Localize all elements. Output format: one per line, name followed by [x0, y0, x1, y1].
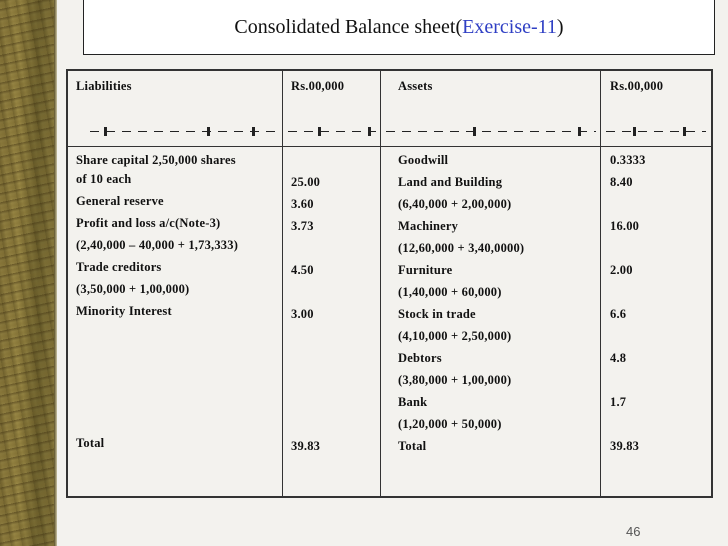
- dash-tick: [683, 127, 686, 136]
- asset-amount: 1.7: [610, 395, 627, 409]
- liability-amount: 25.00: [291, 175, 321, 189]
- dash-tick: [207, 127, 210, 136]
- dash-tick: [633, 127, 636, 136]
- asset-line: Debtors: [398, 351, 442, 365]
- dash-tick: [104, 127, 107, 136]
- asset-amount: 8.40: [610, 175, 633, 189]
- header-assets: Assets: [398, 79, 433, 93]
- title-accent: Exercise-11: [462, 15, 557, 38]
- asset-line: Stock in trade: [398, 307, 476, 321]
- header-amount-liabilities: Rs.00,000: [291, 79, 345, 93]
- header-divider: [68, 146, 711, 147]
- title-suffix: ): [556, 15, 564, 38]
- asset-line: (1,20,000 + 50,000): [398, 417, 502, 431]
- asset-total-label: Total: [398, 439, 427, 453]
- liability-line: Trade creditors: [76, 260, 162, 274]
- asset-amount: 6.6: [610, 307, 627, 321]
- dash-rule: [386, 131, 596, 132]
- asset-total-amount: 39.83: [610, 439, 640, 453]
- liability-total-amount: 39.83: [291, 439, 321, 453]
- liability-line: (2,40,000 – 40,000 + 1,73,333): [76, 238, 239, 252]
- liability-amount: 3.60: [291, 197, 314, 211]
- asset-line: Goodwill: [398, 153, 449, 167]
- liability-line: (3,50,000 + 1,00,000): [76, 282, 190, 296]
- dash-rule: [606, 131, 706, 132]
- asset-amount: 2.00: [610, 263, 633, 277]
- liability-amount: 4.50: [291, 263, 314, 277]
- asset-line: (12,60,000 + 3,40,0000): [398, 241, 525, 255]
- dash-tick: [578, 127, 581, 136]
- liability-line: of 10 each: [76, 172, 132, 186]
- title-prefix: Consolidated Balance sheet(: [234, 15, 463, 38]
- column-divider: [600, 71, 601, 496]
- header-amount-assets: Rs.00,000: [610, 79, 664, 93]
- liability-amount: 3.00: [291, 307, 314, 321]
- asset-line: (4,10,000 + 2,50,000): [398, 329, 512, 343]
- balance-sheet-table: Liabilities Rs.00,000 Assets Rs.00,000 S…: [66, 69, 713, 498]
- dash-rule: [90, 131, 278, 132]
- asset-line: Machinery: [398, 219, 459, 233]
- liability-line: Profit and loss a/c(Note-3): [76, 216, 221, 230]
- asset-amount: 16.00: [610, 219, 640, 233]
- slide-title: Consolidated Balance sheet(Exercise-11): [83, 0, 715, 55]
- asset-line: (6,40,000 + 2,00,000): [398, 197, 512, 211]
- dash-tick: [368, 127, 371, 136]
- dash-tick: [318, 127, 321, 136]
- liability-amount: 3.73: [291, 219, 314, 233]
- asset-line: (1,40,000 + 60,000): [398, 285, 502, 299]
- asset-line: Furniture: [398, 263, 453, 277]
- liability-line: General reserve: [76, 194, 164, 208]
- asset-line: Land and Building: [398, 175, 503, 189]
- asset-amount: 0.3333: [610, 153, 646, 167]
- liability-total-label: Total: [76, 436, 105, 450]
- dash-tick: [252, 127, 255, 136]
- wood-border-decoration: [0, 0, 54, 546]
- asset-line: Bank: [398, 395, 428, 409]
- dash-tick: [473, 127, 476, 136]
- dash-rule: [288, 131, 376, 132]
- liability-line: Minority Interest: [76, 304, 172, 318]
- asset-amount: 4.8: [610, 351, 627, 365]
- header-liabilities: Liabilities: [76, 79, 132, 93]
- liability-line: Share capital 2,50,000 shares: [76, 153, 236, 167]
- asset-line: (3,80,000 + 1,00,000): [398, 373, 512, 387]
- page-number: 46: [626, 524, 641, 539]
- column-divider: [282, 71, 283, 496]
- wood-border-edge: [54, 0, 57, 546]
- column-divider: [380, 71, 381, 496]
